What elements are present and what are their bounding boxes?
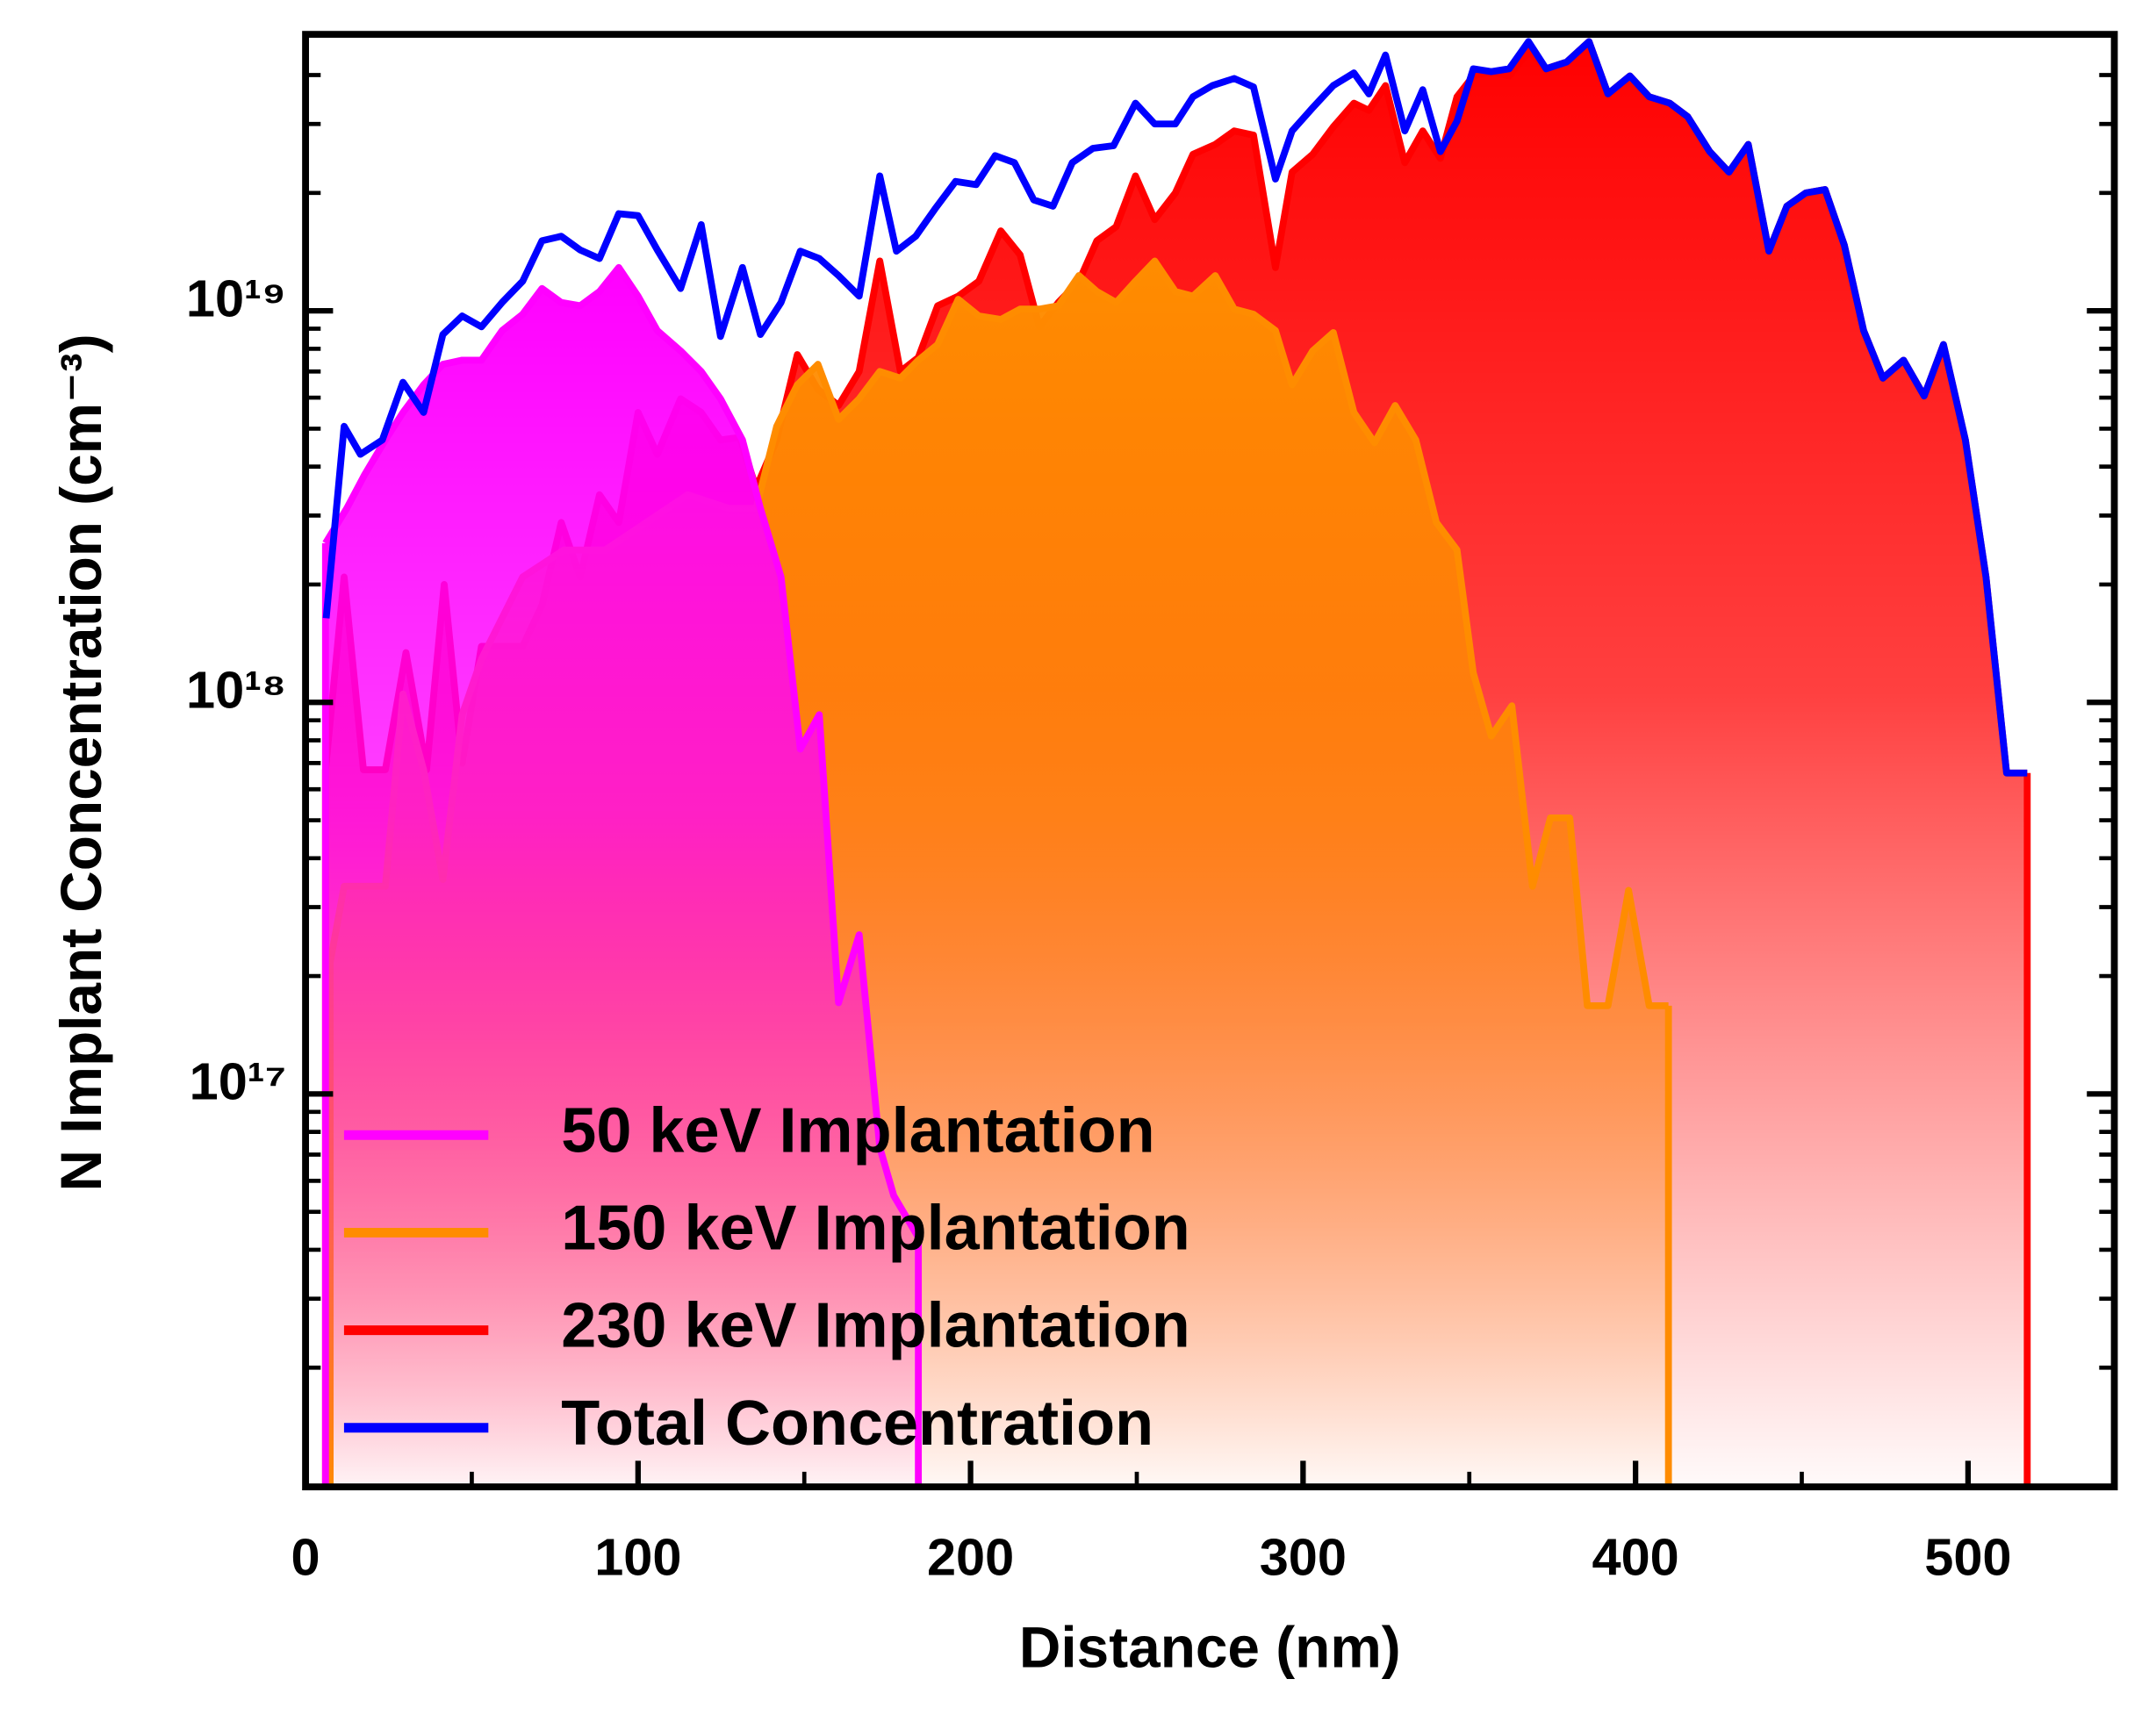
x-tick-label: 0 xyxy=(291,1527,320,1586)
plot-frame xyxy=(302,31,2118,1491)
y-axis-title: N Implant Concentration (cm⁻³) xyxy=(48,334,113,1191)
x-tick-label: 400 xyxy=(1592,1527,1678,1586)
plot-area xyxy=(321,38,2031,1486)
y-tick-label: 10¹⁷ xyxy=(190,1052,287,1111)
series-line xyxy=(322,263,922,1239)
x-axis-title: Distance (nm) xyxy=(1019,1614,1401,1679)
y-tick-label: 10¹⁸ xyxy=(186,661,286,720)
legend-label: 50 keV Implantation xyxy=(561,1095,1154,1166)
legend-label: Total Concentration xyxy=(561,1389,1153,1459)
y-tick-label: 10¹⁹ xyxy=(186,269,286,327)
series-line xyxy=(322,38,2028,777)
x-tick-label: 200 xyxy=(927,1527,1014,1586)
legend-label: 150 keV Implantation xyxy=(561,1193,1189,1263)
legend-label: 230 keV Implantation xyxy=(561,1291,1189,1361)
x-tick-label: 300 xyxy=(1260,1527,1347,1586)
area-fill xyxy=(325,267,919,1486)
x-tick-label: 500 xyxy=(1924,1527,2011,1586)
x-tick-label: 100 xyxy=(594,1527,681,1586)
